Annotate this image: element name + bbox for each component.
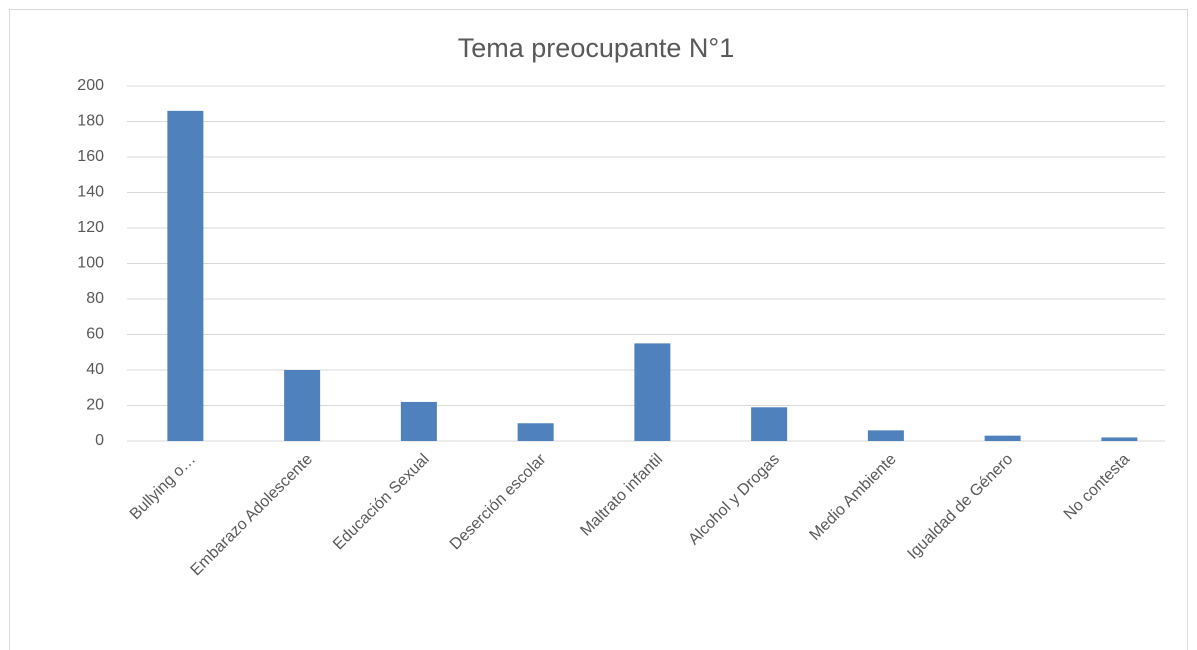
bar: [517, 423, 554, 441]
y-tick-label: 40: [86, 361, 104, 378]
bar: [284, 370, 321, 441]
bar: [634, 343, 671, 441]
x-tick-label: Igualdad de Género: [904, 451, 1016, 563]
y-tick-label: 60: [86, 326, 104, 343]
x-tick-label: Deserción escolar: [447, 450, 550, 553]
y-tick-label: 200: [77, 77, 104, 94]
bar: [1101, 437, 1138, 441]
chart-frame: [9, 9, 1188, 650]
y-tick-label: 100: [77, 255, 104, 272]
bar: [400, 401, 437, 441]
x-tick-label: Educación Sexual: [330, 451, 433, 554]
x-tick-label: Maltrato infantil: [577, 451, 666, 540]
y-tick-label: 160: [77, 148, 104, 165]
x-tick-label: No contesta: [1061, 451, 1133, 523]
bar: [751, 407, 788, 441]
y-tick-label: 120: [77, 219, 104, 236]
y-tick-label: 20: [86, 397, 104, 414]
x-tick-label: Medio Ambiente: [807, 451, 900, 544]
x-tick-label: Alcohol y Drogas: [685, 451, 783, 549]
y-tick-label: 0: [95, 432, 104, 449]
y-tick-label: 180: [77, 113, 104, 130]
x-tick-label: Bullying o…: [127, 451, 199, 523]
y-tick-label: 80: [86, 290, 104, 307]
bar: [167, 110, 204, 441]
bar: [984, 435, 1021, 441]
bar: [867, 430, 904, 441]
x-tick-label: Embarazo Adolescente: [188, 451, 316, 579]
y-tick-label: 140: [77, 184, 104, 201]
chart-title: Tema preocupante N°1: [458, 33, 734, 63]
